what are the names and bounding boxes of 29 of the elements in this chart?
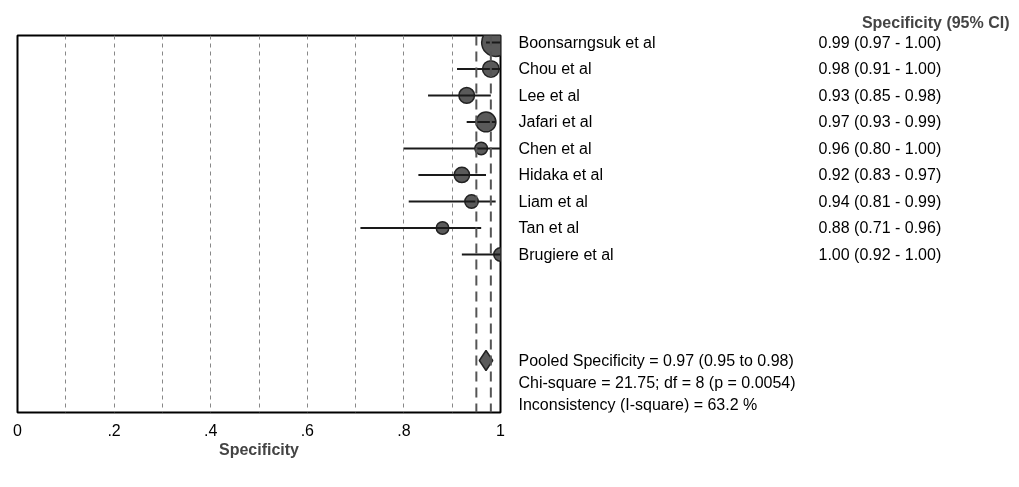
x-tick-label: 0 — [13, 421, 23, 439]
text: Specificity (95% CI) — [861, 13, 1010, 31]
x-tick-label: .2 — [107, 421, 121, 439]
data-label: 0.97 (0.93 - 0.99) — [818, 113, 942, 131]
y-tick-label: Jafari et al — [518, 113, 593, 131]
y-tick-label: Lee et al — [518, 86, 580, 104]
y-tick-label: Hidaka et al — [518, 166, 603, 184]
data-label: 0.98 (0.91 - 1.00) — [818, 60, 942, 78]
x-tick-label: .8 — [397, 421, 411, 439]
x-axis-title: Specificity — [218, 440, 300, 458]
y-tick-label: Chen et al — [518, 139, 592, 157]
data-label: 0.94 (0.81 - 0.99) — [818, 192, 942, 210]
y-tick-label: Tan et al — [518, 219, 579, 237]
data-label: 0.93 (0.85 - 0.98) — [818, 86, 942, 104]
text: Inconsistency (I-square) = 63.2 % — [518, 396, 758, 414]
data-label: 0.88 (0.71 - 0.96) — [818, 219, 942, 237]
y-tick-label: Liam et al — [518, 192, 588, 210]
data-label: 0.96 (0.80 - 1.00) — [818, 139, 942, 157]
y-tick-label: Boonsarngsuk et al — [518, 33, 656, 51]
data-label: 1.00 (0.92 - 1.00) — [818, 245, 942, 263]
data-label: Pooled Specificity = 0.97 (0.95 to 0.98) — [518, 352, 794, 370]
y-tick-label: Chou et al — [518, 60, 592, 78]
x-tick-label: .4 — [204, 421, 218, 439]
x-tick-label: 1 — [496, 421, 506, 439]
y-tick-label: Brugiere et al — [518, 245, 614, 263]
x-tick-label: .6 — [300, 421, 315, 439]
data-label: 0.99 (0.97 - 1.00) — [818, 33, 942, 51]
text: Chi-square = 21.75; df = 8 (p = 0.0054) — [518, 374, 796, 392]
data-label: 0.92 (0.83 - 0.97) — [818, 166, 942, 184]
